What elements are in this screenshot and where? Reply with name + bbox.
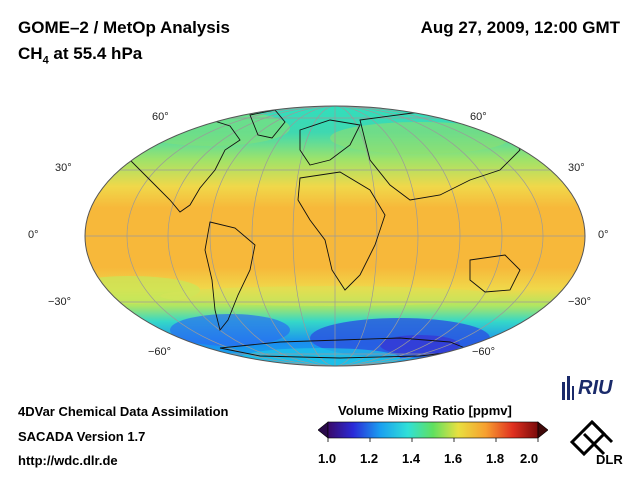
colorbar-tick: 1.4 (402, 451, 421, 466)
dlr-logo: DLR (569, 419, 623, 467)
lat-label-right: −60° (472, 346, 496, 358)
footer-line-2: SACADA Version 1.7 (18, 429, 146, 444)
colorbar (318, 421, 548, 442)
lat-label-right: 60° (470, 111, 487, 123)
svg-text:RIU: RIU (578, 377, 613, 399)
lat-label-left: −30° (48, 296, 72, 308)
lat-label-right: −30° (568, 296, 592, 308)
lat-label-left: 30° (55, 162, 72, 174)
colorbar-tick: 1.2 (360, 451, 379, 466)
map-title: GOME–2 / MetOp Analysis (18, 18, 230, 37)
analysis-datetime: Aug 27, 2009, 12:00 GMT (420, 18, 620, 37)
colorbar-title: Volume Mixing Ratio [ppmv] (338, 403, 512, 418)
lat-label-left: −60° (148, 346, 172, 358)
lat-label-left: 0° (28, 229, 39, 241)
riu-logo: RIU (562, 376, 613, 400)
colorbar-tick: 2.0 (520, 451, 539, 466)
map-outline (84, 105, 586, 367)
colorbar-tick: 1.6 (444, 451, 463, 466)
map-subtitle: CH4 at 55.4 hPa (18, 44, 143, 67)
colorbar-tick: 1.0 (318, 451, 337, 466)
lat-label-left: 60° (152, 111, 169, 123)
lat-label-right: 30° (568, 162, 585, 174)
lat-label-right: 0° (598, 229, 609, 241)
ch4-field (85, 106, 585, 366)
svg-text:DLR: DLR (596, 452, 623, 467)
world-map (84, 105, 586, 367)
footer-line-1: 4DVar Chemical Data Assimilation (18, 404, 229, 419)
colorbar-tick: 1.8 (486, 451, 505, 466)
footer-url[interactable]: http://wdc.dlr.de (18, 453, 118, 468)
